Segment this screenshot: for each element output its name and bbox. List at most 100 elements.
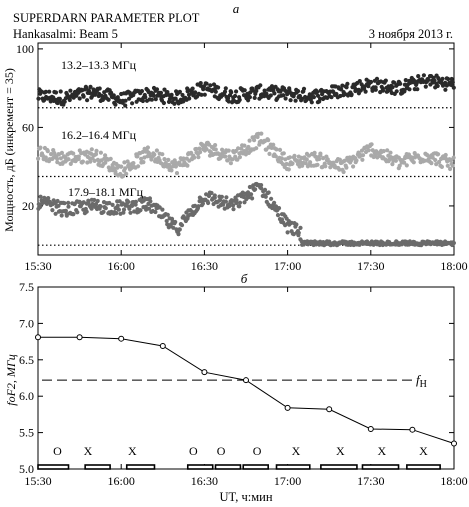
scatter-point: [62, 99, 67, 104]
mode-bar: [84, 464, 111, 470]
x-tick-label: 16:30: [191, 259, 218, 273]
scatter-point: [287, 155, 293, 160]
scatter-point: [38, 145, 43, 150]
scatter-point: [53, 90, 59, 95]
y-tick-label: 5.5: [19, 426, 34, 440]
scatter-point: [252, 95, 257, 100]
scatter-point: [53, 211, 58, 216]
scatter-point: [397, 163, 402, 168]
scatter-point: [154, 87, 160, 92]
scatter-point: [46, 196, 51, 201]
scatter-point: [277, 147, 283, 152]
scatter-point: [115, 203, 120, 208]
fof2-point: [76, 334, 83, 341]
scatter-point: [128, 210, 133, 215]
scatter-point: [237, 200, 243, 205]
scatter-point: [113, 102, 118, 107]
scatter-point: [204, 147, 209, 152]
scatter-point: [440, 76, 445, 81]
series-points-2: [36, 181, 456, 248]
scatter-point: [429, 161, 434, 166]
scatter-point: [103, 206, 108, 211]
scatter-point: [255, 134, 260, 140]
scatter-point: [135, 154, 140, 159]
scatter-point: [290, 161, 295, 166]
scatter-point: [351, 164, 356, 169]
x-tick-label: 17:30: [357, 259, 384, 273]
scatter-point: [303, 161, 308, 166]
fof2-series-line: [38, 336, 455, 444]
scatter-point: [258, 83, 263, 88]
scatter-point: [38, 194, 43, 199]
scatter-point: [114, 211, 119, 216]
scatter-point: [133, 199, 138, 204]
scatter-point: [293, 98, 298, 103]
scatter-point: [64, 213, 69, 218]
scatter-point: [101, 209, 106, 214]
scatter-point: [216, 85, 221, 90]
scatter-point: [421, 73, 426, 78]
fof2-point: [35, 334, 41, 341]
scatter-point: [451, 240, 456, 246]
scatter-point: [58, 156, 64, 161]
fh-reference-subscript: H: [420, 379, 427, 390]
scatter-point: [198, 81, 203, 86]
fh-reference-label: fH: [416, 372, 427, 390]
scatter-point: [360, 153, 366, 158]
scatter-point: [123, 98, 128, 103]
scatter-point: [152, 152, 157, 157]
scatter-point: [138, 208, 143, 213]
scatter-point: [209, 190, 214, 196]
scatter-point: [317, 156, 322, 162]
scatter-point: [38, 204, 43, 210]
scatter-point: [349, 92, 354, 97]
scatter-point: [146, 206, 152, 211]
scatter-point: [288, 98, 293, 103]
scatter-point: [98, 204, 103, 209]
y-tick-label: 20: [22, 199, 34, 213]
scatter-point: [281, 93, 286, 98]
scatter-point: [242, 200, 247, 205]
x-tick-label: 17:00: [274, 474, 301, 488]
scatter-point: [242, 88, 247, 93]
scatter-point: [193, 203, 198, 208]
scatter-point: [106, 97, 111, 102]
scatter-point: [181, 156, 186, 161]
scatter-point: [57, 96, 63, 101]
scatter-point: [449, 76, 454, 82]
scatter-point: [187, 96, 192, 101]
scatter-point: [380, 88, 386, 93]
scatter-point: [87, 90, 92, 96]
scatter-point: [315, 93, 321, 98]
scatter-point: [89, 147, 94, 152]
panel-b-axes: 15:30 16:00 16:30 17:00 17:30 18:00 5.0 5.5 6.0 6…: [19, 280, 468, 488]
scatter-point: [374, 76, 380, 81]
mode-bar: [186, 464, 214, 470]
scatter-point: [254, 88, 259, 94]
scatter-point: [198, 150, 203, 155]
scatter-point: [439, 164, 444, 169]
scatter-point: [354, 158, 359, 163]
scatter-point: [130, 203, 135, 208]
scatter-point: [161, 100, 166, 106]
scatter-point: [340, 83, 345, 88]
scatter-point: [231, 203, 236, 208]
scatter-point: [236, 146, 241, 151]
scatter-point: [271, 142, 276, 147]
scatter-point: [263, 194, 268, 199]
scatter-point: [281, 151, 286, 156]
scatter-point: [153, 209, 158, 215]
mode-bar: [37, 464, 70, 470]
y-tick-label: 6.5: [19, 353, 34, 367]
scatter-point: [117, 199, 122, 204]
scatter-point: [200, 201, 205, 206]
scatter-point: [274, 147, 279, 152]
scatter-point: [66, 157, 71, 162]
mode-bar: [275, 464, 311, 470]
scatter-point: [286, 167, 291, 172]
scatter-point: [140, 98, 145, 104]
scatter-point: [448, 166, 453, 172]
scatter-point: [366, 148, 371, 153]
scatter-point: [272, 91, 277, 96]
scatter-point: [369, 142, 374, 147]
